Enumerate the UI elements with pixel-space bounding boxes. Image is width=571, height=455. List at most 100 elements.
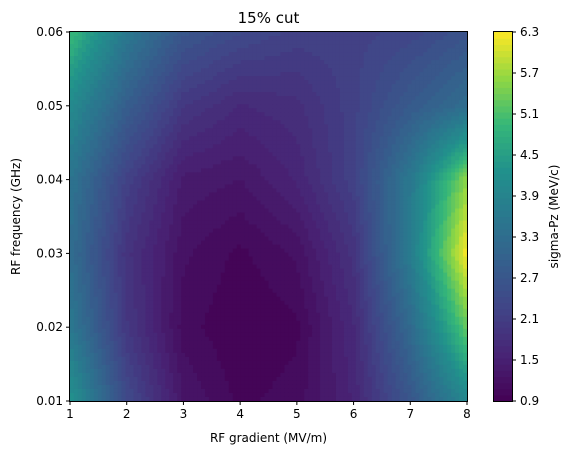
heatmap-cell — [435, 172, 440, 177]
heatmap-cell — [427, 64, 432, 69]
heatmap-cell — [276, 124, 282, 129]
heatmap-cell — [292, 208, 297, 214]
heatmap-cell — [347, 148, 353, 153]
heatmap-cell — [451, 40, 456, 45]
heatmap-cell — [244, 56, 250, 61]
heatmap-cell — [216, 132, 222, 137]
heatmap-cell — [439, 104, 444, 109]
heatmap-cell — [220, 156, 226, 161]
heatmap-cell — [177, 128, 182, 133]
heatmap-cell — [280, 168, 285, 173]
heatmap-cell — [141, 104, 147, 109]
heatmap-cell — [165, 92, 170, 97]
heatmap-cell — [463, 112, 468, 117]
heatmap-cell — [204, 132, 210, 137]
heatmap-cell — [411, 40, 416, 45]
heatmap-cell — [296, 32, 301, 37]
heatmap-cell — [324, 212, 329, 218]
heatmap-cell — [296, 80, 301, 85]
heatmap-cell — [224, 56, 230, 61]
heatmap-cell — [93, 100, 99, 105]
heatmap-cell — [463, 92, 468, 97]
heatmap-cell — [244, 68, 250, 73]
heatmap-cell — [173, 40, 178, 45]
heatmap-cell — [328, 192, 333, 198]
heatmap-cell — [240, 152, 246, 157]
heatmap-cell — [73, 156, 79, 161]
heatmap-cell — [248, 136, 254, 141]
heatmap-cell — [411, 168, 416, 173]
heatmap-cell — [201, 224, 206, 230]
heatmap-cell — [320, 228, 325, 234]
heatmap-cell — [109, 104, 115, 109]
heatmap-cell — [455, 136, 460, 141]
heatmap-cell — [332, 36, 337, 41]
heatmap-cell — [256, 200, 262, 206]
heatmap-cell — [411, 220, 416, 226]
heatmap-cell — [292, 156, 297, 161]
heatmap-cell — [165, 204, 170, 210]
heatmap-cell — [189, 92, 194, 97]
heatmap-cell — [216, 64, 222, 69]
heatmap-cell — [157, 36, 162, 41]
heatmap-cell — [153, 44, 158, 49]
heatmap-cell — [312, 80, 317, 85]
heatmap-cell — [216, 212, 222, 218]
heatmap-cell — [459, 176, 464, 181]
heatmap-cell — [193, 228, 198, 234]
heatmap-cell — [169, 192, 174, 198]
heatmap-cell — [320, 88, 325, 93]
heatmap-cell — [89, 152, 95, 157]
heatmap-cell — [141, 56, 147, 61]
heatmap-cell — [232, 188, 238, 194]
heatmap-cell — [371, 80, 377, 85]
heatmap-cell — [121, 220, 127, 226]
heatmap-cell — [391, 96, 397, 101]
heatmap-cell — [391, 196, 397, 202]
heatmap-cell — [260, 96, 266, 101]
heatmap-cell — [173, 140, 178, 145]
heatmap-cell — [208, 104, 214, 109]
heatmap-cell — [105, 136, 111, 141]
heatmap-cell — [137, 208, 143, 214]
heatmap-cell — [85, 48, 91, 53]
heatmap-cell — [371, 96, 377, 101]
heatmap-cell — [324, 136, 329, 141]
heatmap-cell — [232, 196, 238, 202]
heatmap-cell — [157, 92, 162, 97]
heatmap-cell — [443, 132, 448, 137]
heatmap-cell — [403, 168, 409, 173]
heatmap-cell — [451, 144, 456, 149]
heatmap-cell — [208, 64, 214, 69]
heatmap-cell — [153, 224, 158, 230]
heatmap-cell — [415, 204, 420, 210]
heatmap-cell — [455, 164, 460, 169]
heatmap-cell — [153, 176, 158, 181]
heatmap-cell — [296, 164, 301, 169]
heatmap-cell — [145, 80, 150, 85]
heatmap-cell — [395, 172, 401, 177]
heatmap-cell — [399, 56, 405, 61]
heatmap-cell — [407, 160, 413, 165]
heatmap-cell — [85, 164, 91, 169]
heatmap-cell — [129, 152, 135, 157]
heatmap-cell — [435, 164, 440, 169]
heatmap-cell — [77, 228, 83, 234]
heatmap-cell — [447, 204, 452, 210]
heatmap-cell — [197, 208, 202, 214]
heatmap-cell — [332, 168, 337, 173]
heatmap-cell — [165, 188, 170, 194]
heatmap-cell — [335, 136, 341, 141]
heatmap-cell — [407, 144, 413, 149]
heatmap-cell — [367, 152, 373, 157]
heatmap-cell — [181, 48, 186, 53]
heatmap-cell — [431, 140, 436, 145]
heatmap-cell — [451, 140, 456, 145]
heatmap-cell — [443, 144, 448, 149]
heatmap-cell — [399, 104, 405, 109]
heatmap-cell — [181, 136, 186, 141]
heatmap-cell — [145, 216, 150, 222]
heatmap-cell — [407, 120, 413, 125]
heatmap-cell — [411, 208, 416, 214]
heatmap-cell — [173, 172, 178, 177]
